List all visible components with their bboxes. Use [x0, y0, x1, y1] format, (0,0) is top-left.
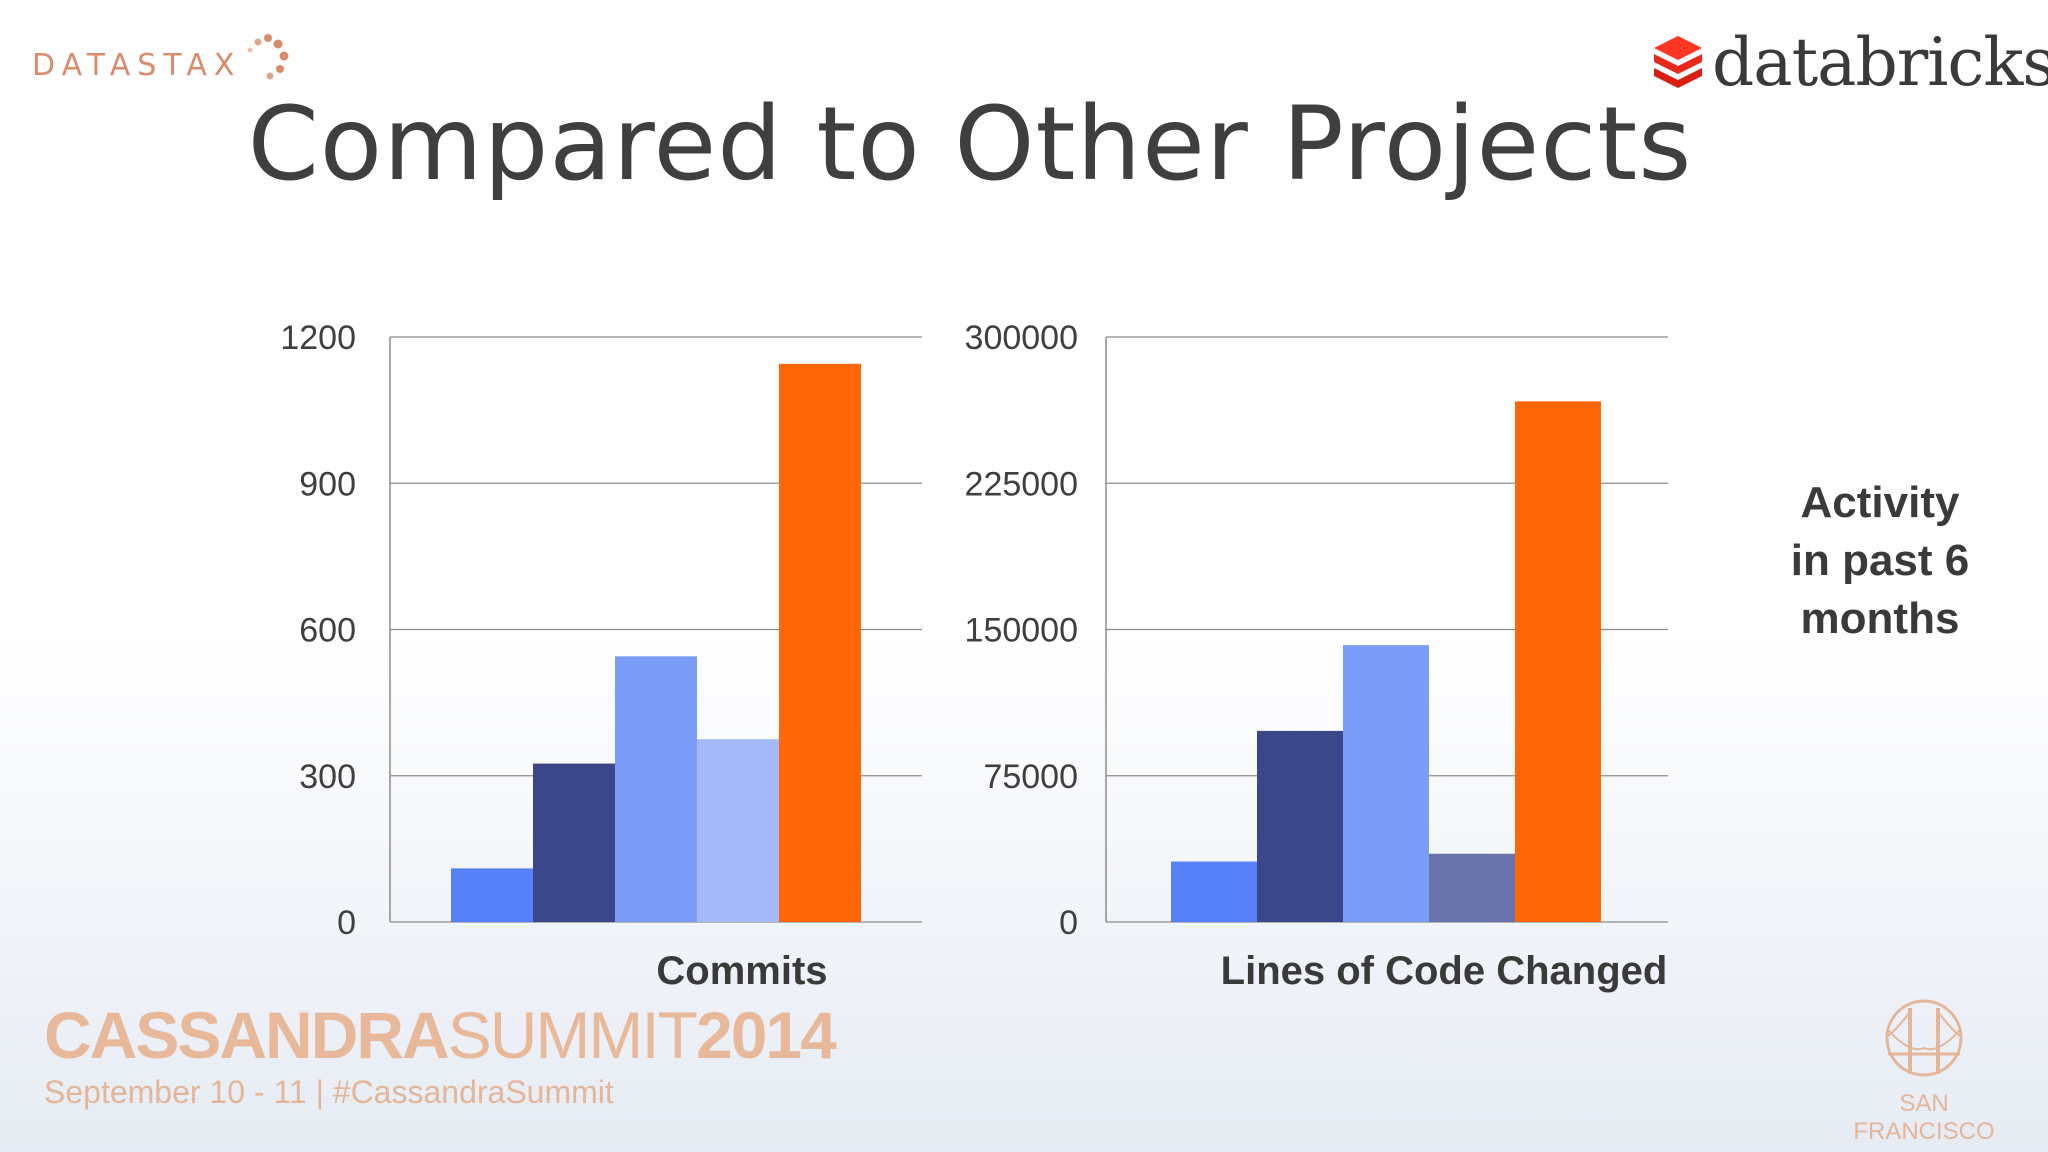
bar: [1515, 401, 1601, 923]
databricks-logo: databricks: [1650, 22, 2048, 102]
activity-note-line-2: in past 6: [1790, 536, 1970, 585]
san-francisco-logo: SAN FRANCISCO: [1836, 996, 2012, 1146]
x-axis-label: Lines of Code Changed: [1221, 949, 1668, 993]
databricks-stack-icon: [1654, 36, 1702, 88]
y-tick-label: 0: [1059, 904, 1078, 942]
y-tick-label: 0: [337, 904, 356, 942]
golden-gate-bridge-icon: [1885, 999, 1963, 1077]
summit-title-year: 2014: [695, 998, 837, 1072]
activity-note-line-1: Activity: [1800, 478, 1960, 527]
y-tick-label: 300: [299, 758, 356, 796]
y-tick-label: 300000: [965, 319, 1078, 357]
y-tick-label: 150000: [965, 612, 1078, 650]
databricks-logo-text: databricks: [1712, 24, 2048, 101]
y-tick-label: 225000: [965, 465, 1078, 503]
y-tick-label: 600: [299, 612, 356, 650]
x-axis-label: Commits: [656, 949, 827, 993]
bar: [615, 656, 697, 922]
activity-note-line-3: months: [1800, 594, 1960, 643]
summit-title-cassandra: CASSANDRA: [44, 998, 450, 1072]
lines-of-code-chart: 0 75000 150000 225000 300000 Lines of Code Ch…: [965, 319, 1668, 993]
datastax-logo: DATASTAX: [32, 32, 289, 92]
bar: [697, 739, 779, 922]
y-tick-label: 900: [299, 465, 356, 503]
bar: [533, 763, 615, 922]
bar: [779, 363, 861, 922]
city-label: SAN FRANCISCO: [1853, 1090, 1995, 1145]
cassandra-summit-logo: CASSANDRASUMMIT2014 September 10 - 11 | …: [44, 998, 837, 1111]
datastax-dots-icon: [247, 34, 289, 80]
summit-subtitle: September 10 - 11 | #CassandraSummit: [44, 1074, 614, 1110]
bar: [1171, 861, 1257, 922]
y-tick-label: 75000: [983, 758, 1078, 796]
activity-note: Activity in past 6 months: [1700, 474, 2048, 648]
commits-chart: 0 300 600 900 1200 Commits: [280, 319, 922, 993]
slide-title: Compared to Other Projects: [247, 85, 1693, 204]
summit-title: CASSANDRASUMMIT2014: [44, 998, 837, 1072]
y-tick-label: 1200: [280, 319, 356, 357]
bar: [1343, 645, 1429, 922]
bar: [451, 868, 533, 922]
bar: [1429, 853, 1515, 922]
summit-title-summit: SUMMIT: [447, 998, 698, 1072]
bar: [1257, 730, 1343, 922]
datastax-logo-text: DATASTAX: [32, 48, 242, 83]
